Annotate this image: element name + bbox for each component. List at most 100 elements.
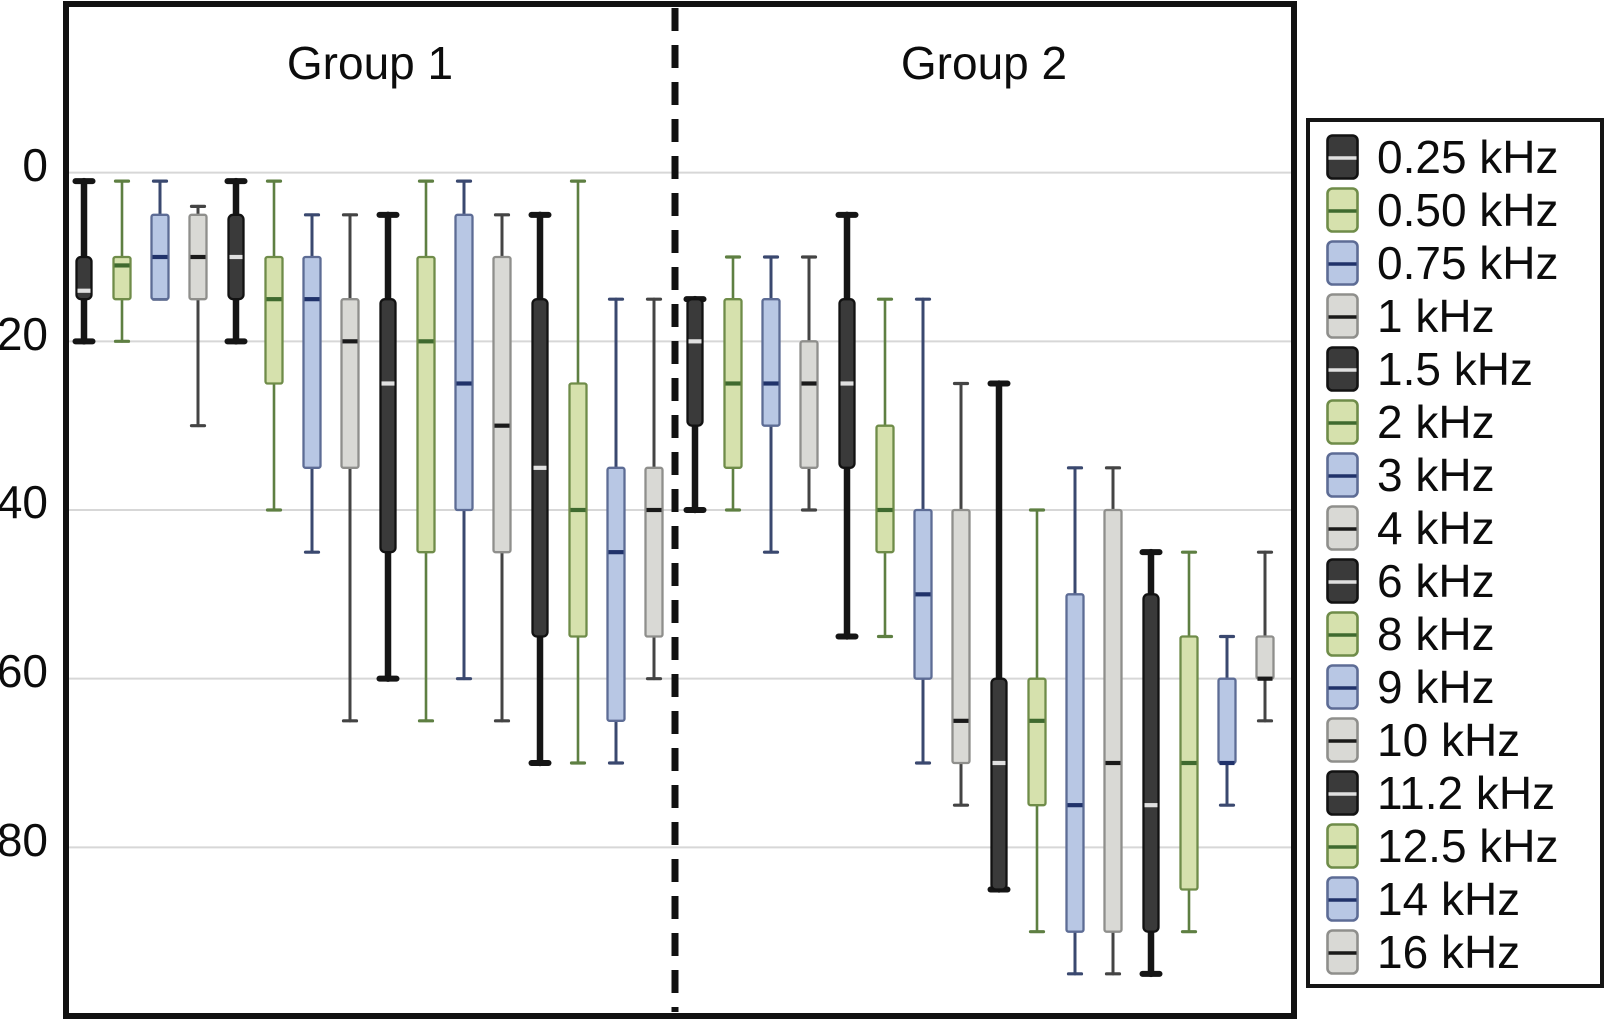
legend-swatch-icon — [1326, 133, 1359, 180]
boxplot-group2-16-kHz — [1255, 550, 1275, 723]
legend-item-0.50-kHz: 0.50 kHz — [1326, 183, 1600, 236]
y-tick-label: 60 — [0, 645, 48, 697]
legend-swatch-icon — [1326, 292, 1359, 339]
legend: 0.25 kHz 0.50 kHz 0.75 kHz 1 kHz 1.5 kHz 2 kH… — [1306, 118, 1604, 988]
boxplot-group1-14-kHz — [606, 297, 626, 765]
iqr-box — [264, 255, 284, 385]
legend-label: 9 kHz — [1377, 660, 1495, 713]
legend-label: 0.25 kHz — [1377, 130, 1559, 183]
boxplot-group1-1.5-kHz — [224, 177, 248, 345]
iqr-box — [1103, 508, 1123, 933]
legend-swatch-icon — [1326, 557, 1359, 604]
legend-label: 3 kHz — [1377, 448, 1495, 501]
y-tick-label: 0 — [22, 139, 48, 191]
legend-item-3-kHz: 3 kHz — [1326, 448, 1600, 501]
iqr-box — [644, 466, 664, 638]
iqr-box — [875, 424, 895, 554]
iqr-box — [799, 340, 819, 469]
iqr-box — [454, 213, 474, 512]
legend-item-2-kHz: 2 kHz — [1326, 395, 1600, 448]
legend-item-11.2-kHz: 11.2 kHz — [1326, 766, 1600, 819]
iqr-box — [112, 255, 132, 301]
boxplot-group1-3-kHz — [302, 213, 322, 554]
boxplot-group2-0.50-kHz — [723, 255, 743, 512]
boxplot-group1-16-kHz — [644, 297, 664, 681]
legend-item-6-kHz: 6 kHz — [1326, 554, 1600, 607]
legend-label: 0.50 kHz — [1377, 183, 1559, 236]
legend-label: 12.5 kHz — [1377, 819, 1559, 872]
group-1-title: Group 1 — [287, 37, 453, 89]
legend-label: 0.75 kHz — [1377, 236, 1559, 289]
boxplot-group2-0.75-kHz — [761, 255, 781, 554]
boxplot-group2-8-kHz — [1027, 508, 1047, 934]
legend-label: 1 kHz — [1377, 289, 1495, 342]
legend-label: 6 kHz — [1377, 554, 1495, 607]
iqr-box — [1255, 635, 1275, 680]
boxplot-group1-6-kHz — [376, 211, 400, 682]
boxplot-series — [72, 177, 1275, 978]
boxplot-group1-12.5-kHz — [568, 179, 588, 765]
iqr-box — [761, 298, 781, 427]
iqr-box — [75, 255, 93, 301]
legend-swatch-icon — [1326, 875, 1359, 922]
legend-swatch-icon — [1326, 451, 1359, 498]
legend-label: 14 kHz — [1377, 872, 1521, 925]
y-axis-tick-labels: 0 20 40 60 80 — [0, 139, 48, 866]
legend-item-8-kHz: 8 kHz — [1326, 607, 1600, 660]
legend-swatch-icon — [1326, 610, 1359, 657]
boxplot-group1-0.75-kHz — [150, 179, 170, 301]
legend-swatch-icon — [1326, 716, 1359, 763]
boxplot-group2-10-kHz — [1103, 466, 1123, 976]
legend-swatch-icon — [1326, 239, 1359, 286]
boxplot-group2-4-kHz — [951, 381, 971, 807]
iqr-box — [1027, 677, 1047, 807]
boxplot-group1-2-kHz — [264, 179, 284, 512]
iqr-box — [686, 298, 704, 427]
legend-item-14-kHz: 14 kHz — [1326, 872, 1600, 925]
iqr-box — [1142, 593, 1160, 933]
boxplot-group2-1.5-kHz — [835, 211, 859, 640]
y-tick-label: 80 — [0, 814, 48, 866]
boxplot-group2-12.5-kHz — [1179, 550, 1199, 934]
legend-swatch-icon — [1326, 345, 1359, 392]
iqr-box — [379, 298, 397, 554]
legend-item-0.75-kHz: 0.75 kHz — [1326, 236, 1600, 289]
boxplot-group2-3-kHz — [913, 297, 933, 765]
boxplot-group2-2-kHz — [875, 297, 895, 639]
legend-item-4-kHz: 4 kHz — [1326, 501, 1600, 554]
legend-label: 11.2 kHz — [1377, 766, 1556, 819]
boxplot-group2-6-kHz — [987, 380, 1011, 893]
y-tick-label: 20 — [0, 308, 48, 360]
iqr-box — [416, 255, 436, 554]
legend-swatch-icon — [1326, 186, 1359, 233]
legend-item-1.5-kHz: 1.5 kHz — [1326, 342, 1600, 395]
boxplot-group2-0.25-kHz — [683, 295, 707, 514]
boxplot-group1-11.2-kHz — [528, 211, 552, 767]
boxplot-group1-1-kHz — [188, 204, 208, 428]
iqr-box — [302, 255, 322, 469]
boxplot-group1-0.50-kHz — [112, 179, 132, 343]
legend-item-1-kHz: 1 kHz — [1326, 289, 1600, 342]
boxplot-group1-8-kHz — [416, 179, 436, 723]
iqr-box — [492, 255, 512, 554]
y-tick-label: 40 — [0, 476, 48, 528]
legend-item-16-kHz: 16 kHz — [1326, 925, 1600, 978]
boxplot-group1-4-kHz — [340, 213, 360, 723]
iqr-box — [606, 466, 626, 722]
legend-label: 16 kHz — [1377, 925, 1521, 978]
plot-border — [63, 1, 1297, 1019]
iqr-box — [1217, 677, 1237, 765]
legend-swatch-icon — [1326, 769, 1359, 816]
legend-label: 2 kHz — [1377, 395, 1495, 448]
legend-item-10-kHz: 10 kHz — [1326, 713, 1600, 766]
boxplot-group1-9-kHz — [454, 179, 474, 681]
legend-label: 4 kHz — [1377, 501, 1495, 554]
legend-item-9-kHz: 9 kHz — [1326, 660, 1600, 713]
legend-swatch-icon — [1326, 398, 1359, 445]
boxplot-group2-11.2-kHz — [1139, 548, 1163, 978]
boxplot-group2-1-kHz — [799, 255, 819, 512]
legend-swatch-icon — [1326, 822, 1359, 869]
group-2-title: Group 2 — [901, 37, 1067, 89]
